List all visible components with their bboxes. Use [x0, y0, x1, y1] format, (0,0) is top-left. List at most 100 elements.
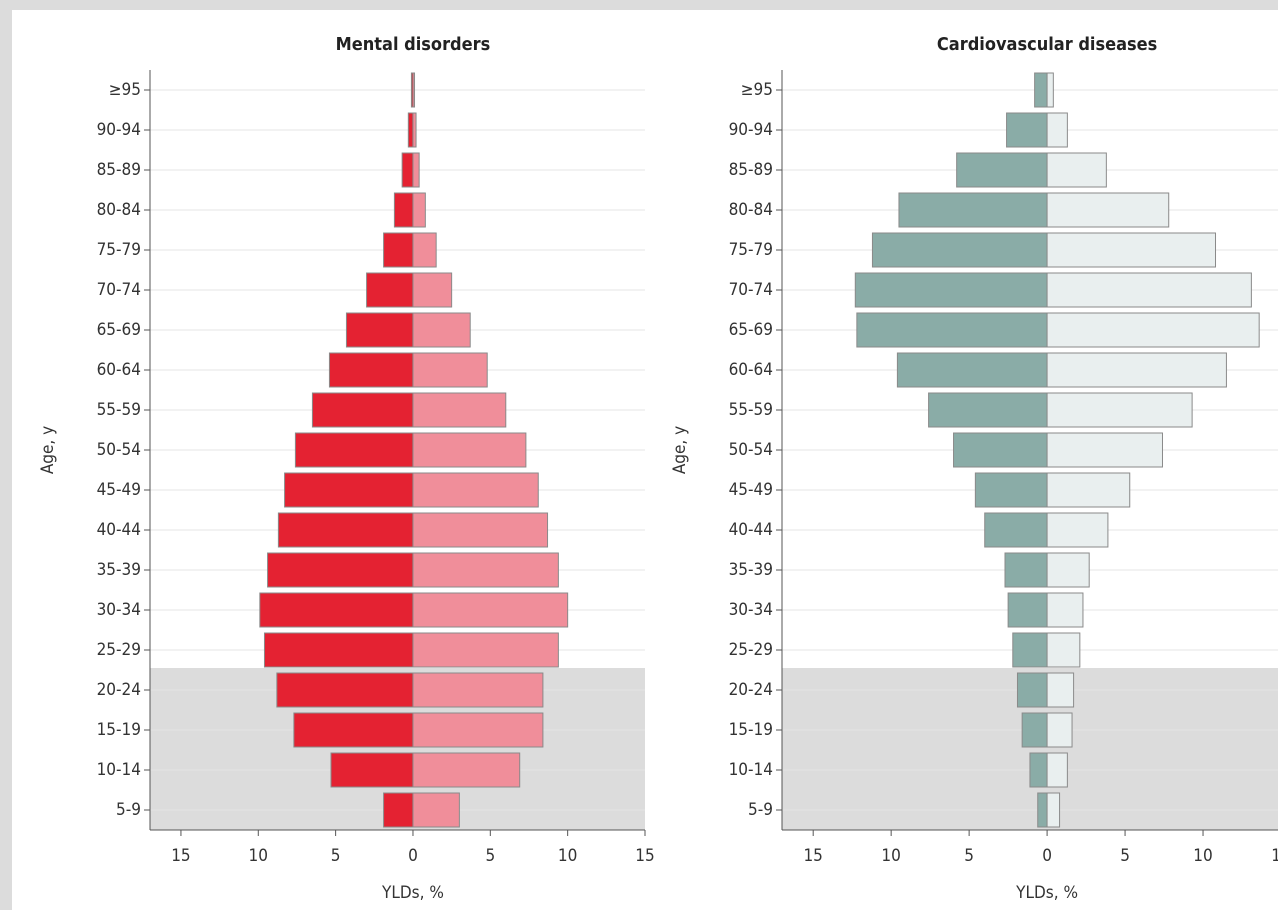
bar	[1037, 792, 1048, 828]
bar	[412, 312, 471, 348]
y-tick-label: 25-29	[729, 640, 773, 660]
y-tick-label: 55-59	[97, 400, 141, 420]
x-tick-label: 15	[803, 846, 822, 866]
bar	[263, 632, 414, 668]
bar	[412, 112, 417, 148]
bar	[383, 232, 414, 268]
y-tick-label: 60-64	[97, 360, 141, 380]
y-tick-label: 20-24	[97, 680, 141, 700]
bar	[1046, 352, 1227, 388]
bar	[412, 672, 544, 708]
x-tick-label: 15	[635, 846, 654, 866]
chart-title: Cardiovascular diseases	[937, 34, 1157, 55]
y-tick-label: 70-74	[97, 280, 141, 300]
bar	[974, 472, 1048, 508]
x-tick-label: 5	[1120, 846, 1130, 866]
bar	[1021, 712, 1048, 748]
bar	[412, 472, 539, 508]
bar	[1007, 592, 1048, 628]
bar	[1046, 552, 1090, 588]
x-tick-label: 10	[558, 846, 577, 866]
bar	[267, 552, 414, 588]
x-tick-label: 5	[331, 846, 341, 866]
x-tick-label: 10	[249, 846, 268, 866]
y-tick-label: 5-9	[116, 800, 141, 820]
y-tick-label: 65-69	[97, 320, 141, 340]
bar	[328, 352, 414, 388]
bar	[407, 112, 414, 148]
x-tick-label: 15	[1271, 846, 1278, 866]
bar	[412, 632, 559, 668]
bar	[383, 792, 414, 828]
bar	[1012, 632, 1048, 668]
bar	[871, 232, 1048, 268]
x-tick-label: 0	[408, 846, 418, 866]
bar	[928, 392, 1048, 428]
chart-title: Mental disorders	[336, 34, 491, 55]
y-axis-label: Age, y	[38, 426, 58, 474]
y-tick-label: 70-74	[729, 280, 773, 300]
bar	[1046, 632, 1081, 668]
bar	[854, 272, 1048, 308]
x-tick-label: 10	[1193, 846, 1212, 866]
y-tick-label: 25-29	[97, 640, 141, 660]
bar	[345, 312, 414, 348]
bar	[1046, 232, 1217, 268]
y-tick-label: 35-39	[729, 560, 773, 580]
bar	[1046, 432, 1163, 468]
bar	[311, 392, 414, 428]
y-tick-label: 50-54	[97, 440, 141, 460]
y-tick-label: 90-94	[97, 120, 141, 140]
bar	[1046, 272, 1252, 308]
bar	[956, 152, 1048, 188]
bar	[1046, 112, 1068, 148]
bar	[366, 272, 414, 308]
x-tick-label: 15	[171, 846, 190, 866]
bar	[1006, 112, 1048, 148]
bar	[277, 512, 414, 548]
y-tick-label: 40-44	[97, 520, 141, 540]
bar	[294, 432, 414, 468]
bar	[412, 72, 416, 108]
y-tick-label: 80-84	[97, 200, 141, 220]
y-tick-label: 65-69	[729, 320, 773, 340]
bar	[984, 512, 1048, 548]
y-tick-label: 75-79	[97, 240, 141, 260]
bar	[1046, 312, 1260, 348]
bar	[412, 392, 507, 428]
bar	[1046, 152, 1107, 188]
bar	[1046, 792, 1061, 828]
bar	[1046, 192, 1170, 228]
y-tick-label: 60-64	[729, 360, 773, 380]
bar	[1046, 712, 1073, 748]
bar	[1046, 672, 1075, 708]
bar	[293, 712, 414, 748]
bar	[276, 672, 414, 708]
bar	[1016, 672, 1048, 708]
bar	[412, 592, 569, 628]
bar	[401, 152, 414, 188]
bar	[412, 352, 488, 388]
y-tick-label: 15-19	[97, 720, 141, 740]
y-tick-label: 10-14	[97, 760, 141, 780]
y-tick-label: 30-34	[729, 600, 773, 620]
bar	[412, 432, 527, 468]
bar	[412, 232, 437, 268]
bar	[1046, 72, 1054, 108]
bar	[1046, 752, 1068, 788]
x-axis-label: YLDs, %	[1015, 883, 1078, 903]
y-tick-label: ≥95	[741, 80, 773, 100]
bar	[412, 552, 559, 588]
bar	[412, 752, 521, 788]
y-axis-label: Age, y	[670, 426, 690, 474]
bar	[1046, 472, 1131, 508]
y-tick-label: 45-49	[729, 480, 773, 500]
x-tick-label: 0	[1042, 846, 1052, 866]
bar	[1046, 392, 1193, 428]
bar	[393, 192, 414, 228]
y-tick-label: ≥95	[109, 80, 141, 100]
y-tick-label: 40-44	[729, 520, 773, 540]
y-tick-label: 85-89	[729, 160, 773, 180]
